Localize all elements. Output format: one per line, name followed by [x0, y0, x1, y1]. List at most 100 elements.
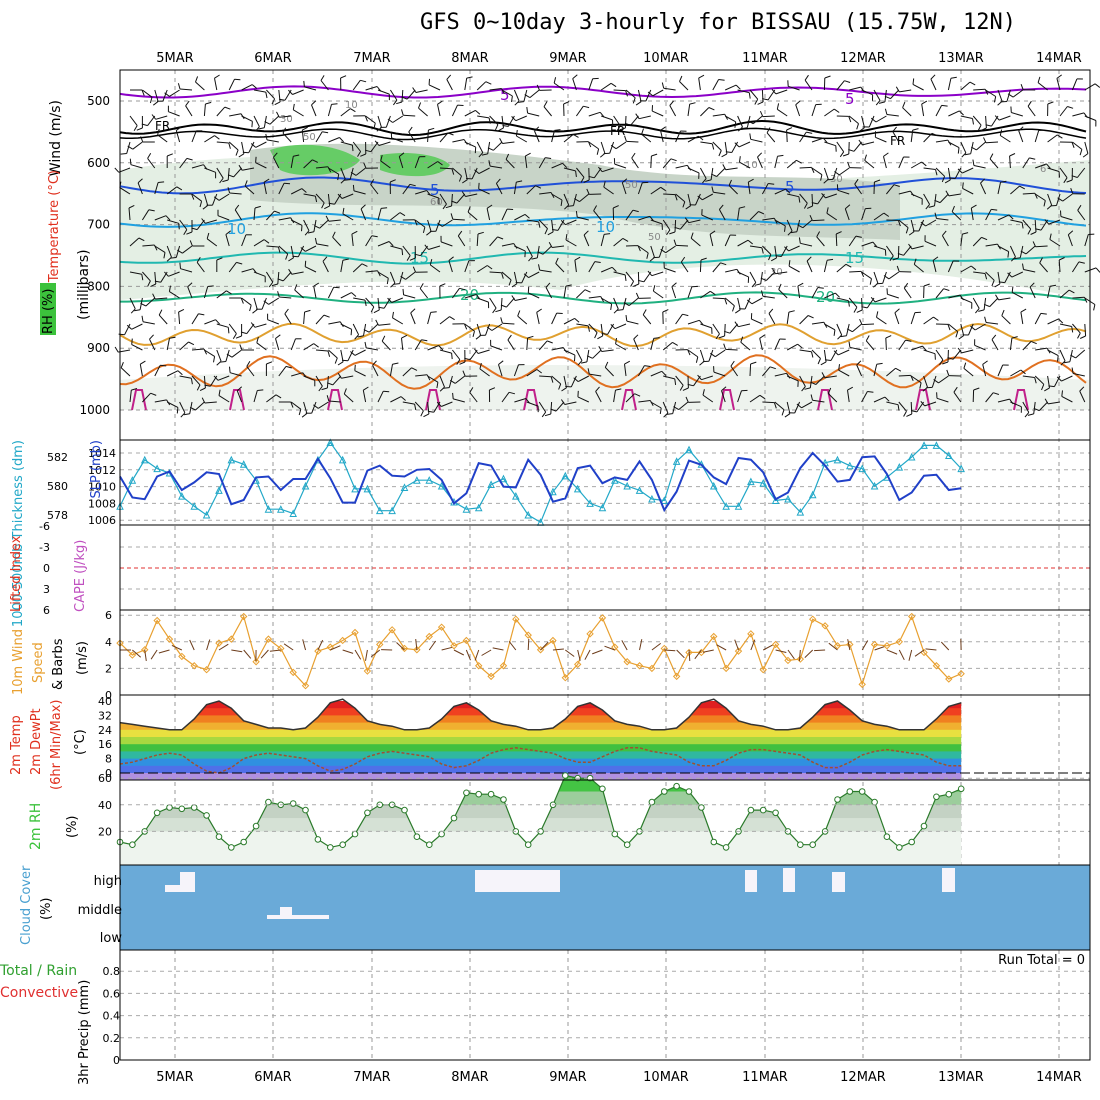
wind-barb-flag [740, 336, 744, 343]
wind-barb-flag [646, 252, 649, 259]
wind-barb-flag [1058, 318, 1064, 324]
wind-barb [203, 286, 209, 299]
wind-barb [534, 130, 540, 143]
wind-barb-flag [449, 316, 455, 321]
wind-barb-flag [811, 202, 818, 205]
label-rh2m-unit: (%) [65, 816, 80, 839]
wind-barb-flag [921, 161, 927, 167]
wind-barb [574, 260, 577, 273]
wind-barb [1034, 313, 1042, 325]
wind-barb-flag [604, 233, 611, 235]
wind-barb-flag [456, 359, 461, 365]
wind-barb [614, 323, 627, 330]
wind10-barb [664, 649, 676, 652]
wind-barb [678, 401, 689, 410]
wind-barb-flag [724, 330, 731, 334]
wind-barb-flag [536, 308, 542, 313]
wind-barb-flag [487, 147, 494, 151]
wind-barb-flag [844, 80, 851, 83]
wind-barb [303, 401, 308, 414]
wind-barb-flag [377, 270, 381, 277]
wind-barb [1035, 245, 1048, 248]
wind-barb [297, 245, 305, 258]
wind-barb [986, 322, 999, 325]
wind-barb-flag [659, 407, 662, 414]
wind-barb [774, 188, 787, 195]
wind-barb-flag [869, 278, 872, 285]
wind-barb-flag [386, 278, 389, 285]
wind-barb [142, 271, 151, 282]
wind-barb-flag [593, 205, 598, 211]
wind-barb-flag [250, 322, 256, 328]
wind-barb [973, 165, 986, 169]
precip-ytick: 0 [113, 1054, 120, 1067]
label-thickness: 1000-500mb Thickness (dm) [11, 440, 26, 627]
rh-shade-green-2 [380, 153, 450, 177]
wind-barb-flag [168, 285, 171, 292]
wind-barb-flag [562, 162, 568, 168]
wind-barb-flag [344, 179, 351, 181]
wind10-barb [527, 638, 530, 651]
wind-barb-flag [816, 231, 821, 238]
wind-barb-flag [383, 390, 390, 393]
wind-barb-flag [804, 74, 809, 81]
wind-barb [290, 338, 296, 351]
wind-barb-flag [301, 413, 308, 418]
wind-barb [786, 219, 793, 232]
contour-label: 10 [745, 160, 758, 171]
wind-barb-flag [913, 258, 917, 265]
wind-barb [864, 160, 875, 169]
wind10-point [425, 632, 433, 641]
wind-barb [528, 292, 540, 299]
wind-barb [997, 182, 1001, 195]
wind-barb-flag [586, 355, 593, 359]
wind-barb [303, 193, 316, 197]
wind-barb [476, 265, 488, 273]
wind-barb [1061, 375, 1073, 382]
rh2m-point [648, 798, 656, 806]
wind-barb [700, 323, 712, 329]
contour-label: 5 [785, 178, 795, 196]
wind-barb-flag [364, 115, 368, 122]
wind-barb-flag [443, 387, 450, 389]
wind-barb [543, 106, 552, 117]
wind-barb-flag [387, 297, 393, 303]
wind-barb [883, 156, 887, 169]
wind-barb-flag [290, 401, 294, 408]
wind-barb-flag [673, 239, 677, 246]
contour-wind-5 [119, 85, 1087, 99]
wind-barb-flag [749, 133, 752, 140]
wind10-line [119, 614, 962, 687]
wind-barb-flag [719, 204, 724, 210]
wind-barb [823, 260, 828, 273]
wind-barb-flag [373, 309, 380, 314]
wind-barb-flag [239, 344, 243, 351]
wind-barb [1053, 375, 1061, 387]
wind-barb-flag [298, 409, 302, 416]
wind-barb [1039, 262, 1048, 273]
wind-barb [797, 286, 801, 299]
wind-barb [1022, 341, 1032, 351]
chart-title: GFS 0~10day 3-hourly for BISSAU (15.75W,… [420, 10, 1017, 35]
wind-barb [328, 321, 341, 325]
wind-barb-flag [497, 236, 504, 240]
rh2m-point [500, 796, 507, 803]
wind-barb-flag [488, 117, 491, 124]
wind-barb [795, 104, 801, 117]
wind-barb [490, 345, 503, 351]
wind-barb-flag [897, 404, 900, 411]
wind-barb [551, 130, 555, 143]
wind-barb [848, 115, 859, 124]
wind10-point [289, 668, 297, 677]
wind-barb [1047, 318, 1059, 325]
wind-barb [637, 182, 643, 195]
wind-barb [284, 313, 292, 325]
wind-barb-flag [301, 225, 303, 232]
wind-barb-flag [282, 127, 287, 134]
rh2m-point [487, 790, 495, 798]
rh2m-point [722, 844, 730, 851]
wind-barb [1035, 347, 1048, 351]
wind-barb-flag [748, 92, 751, 99]
wind10-barb [694, 649, 702, 660]
wind-barb-flag [314, 196, 318, 203]
